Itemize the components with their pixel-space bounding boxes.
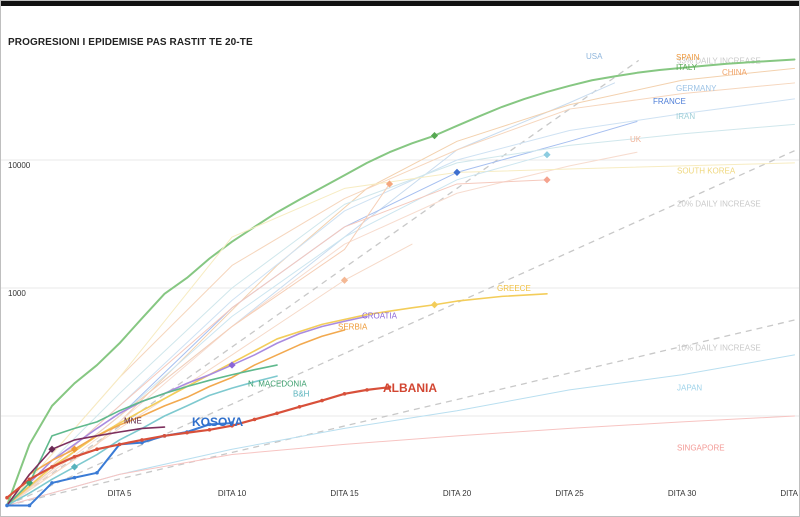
diamond-marker-unlabeled-11-0: [340, 276, 349, 284]
series-point-kosova-1: [27, 503, 32, 508]
series-line-croatia: [6, 315, 368, 507]
series-line-albania: [5, 386, 391, 499]
diamond-marker-n-macedonia-0: [25, 479, 34, 487]
x-tick-label-20: DITA 20: [443, 489, 472, 498]
series-line-iran: [6, 123, 795, 506]
series-point-kosova-10: [230, 421, 234, 425]
diamond-marker-croatia-0: [228, 361, 236, 369]
series-point-kosova-3: [72, 475, 77, 480]
series-point-albania-16: [365, 388, 369, 392]
diamond-marker-france-0: [453, 168, 461, 177]
series-point-albania-10: [230, 423, 234, 428]
series-label-france: FRANCE: [653, 97, 686, 106]
series-line-japan: [6, 354, 795, 506]
reference-line-10-daily-increase: [6, 319, 795, 507]
series-point-albania-17: [387, 385, 392, 389]
series-point-albania-0: [5, 495, 9, 500]
series-line-unlabeled-12: [6, 179, 548, 506]
series-label-japan: JAPAN: [677, 384, 702, 393]
series-point-kosova-4: [95, 470, 99, 475]
series-label-usa: USA: [586, 52, 603, 61]
x-tick-label-35: DITA 35: [780, 489, 800, 498]
series-point-albania-11: [252, 417, 257, 422]
series-line-usa: [6, 82, 615, 506]
series-markers: [5, 132, 551, 508]
series-point-albania-13: [297, 404, 302, 409]
series-line-uk: [6, 151, 638, 506]
series-point-kosova-2: [50, 481, 54, 485]
reference-line-20-daily-increase: [6, 150, 795, 507]
reference-label-20-daily-increase: 20% DAILY INCREASE: [677, 200, 761, 209]
series-label-bandh: B&H: [293, 389, 310, 398]
series-line-mne: [6, 426, 166, 507]
reference-line-33-daily-increase: [6, 59, 640, 506]
y-tick-label-1000: 1000: [8, 289, 26, 298]
series-point-albania-4: [95, 447, 99, 452]
x-tick-label-10: DITA 10: [218, 489, 247, 498]
series-point-albania-7: [162, 434, 167, 438]
x-tick-label-15: DITA 15: [330, 489, 359, 498]
series-point-albania-15: [342, 392, 347, 396]
axis-labels: DITA 5 DITA 10 DITA 15 DITA 20 DITA 25 DITA 3…: [8, 161, 800, 498]
series-point-albania-14: [320, 398, 324, 403]
series-label-greece: GREECE: [497, 284, 531, 293]
x-tick-label-25: DITA 25: [555, 489, 584, 498]
series-label-uk: UK: [630, 135, 642, 144]
x-tick-label-5: DITA 5: [108, 489, 132, 498]
series-line-germany: [6, 98, 795, 506]
series-label-italy: ITALY: [676, 63, 698, 72]
diamond-marker-greece-0: [430, 301, 439, 309]
series-line-china: [6, 82, 795, 506]
series-line-serbia: [6, 329, 346, 507]
series-line-n-macedonia: [6, 364, 278, 507]
series-point-kosova-0: [5, 503, 9, 508]
series-label-albania: ALBANIA: [383, 381, 437, 395]
series-line-singapore: [6, 415, 795, 506]
diamond-marker-unlabeled-12-0: [543, 176, 551, 184]
series-point-albania-2: [50, 465, 54, 469]
top-bar: [0, 0, 800, 6]
series-label-germany: GERMANY: [676, 84, 717, 93]
series-label-croatia: CROATIA: [362, 311, 398, 320]
series-label-spain: SPAIN: [676, 53, 700, 62]
series-label-n-macedonia: N. MACEDONIA: [248, 379, 307, 388]
series-point-albania-6: [140, 438, 144, 442]
series-label-south-korea: SOUTH KOREA: [677, 167, 736, 176]
diamond-marker-unlabeled-10-0: [385, 180, 394, 188]
series-point-albania-3: [72, 455, 77, 459]
series-label-china: CHINA: [722, 68, 748, 77]
series-point-kosova-6: [140, 440, 144, 445]
diamond-marker-serbia-0: [70, 445, 79, 453]
series-label-kosova: KOSOVA: [192, 415, 243, 429]
series-label-serbia: SERBIA: [338, 323, 368, 332]
series-label-mne: MNE: [124, 417, 142, 426]
y-tick-label-10000: 10000: [8, 161, 31, 170]
reference-label-33-daily-increase: 33% DAILY INCREASE: [677, 56, 761, 65]
series-lines: [5, 58, 796, 507]
series-line-italy: [6, 58, 796, 507]
series-point-albania-9: [207, 428, 212, 432]
diamond-marker-mne-0: [48, 445, 56, 453]
chart-title: PROGRESIONI I EPIDEMISE PAS RASTIT TE 20…: [8, 37, 253, 48]
series-point-albania-5: [117, 442, 122, 447]
reference-label-10-daily-increase: 10% DAILY INCREASE: [677, 344, 761, 353]
series-label-iran: IRAN: [676, 112, 695, 121]
series-point-albania-1: [27, 477, 32, 482]
series-point-albania-8: [185, 430, 189, 435]
x-tick-label-30: DITA 30: [668, 489, 697, 498]
series-label-singapore: SINGAPORE: [677, 443, 725, 452]
series-line-south-korea: [6, 162, 795, 506]
diamond-marker-bandh-0: [70, 463, 79, 471]
reference-lines: 33% DAILY INCREASE 20% DAILY INCREASE 10% …: [6, 56, 795, 507]
diamond-marker-italy-0: [430, 132, 439, 140]
series-point-kosova-9: [207, 422, 212, 427]
series-point-albania-12: [275, 411, 279, 416]
diamond-marker-unlabeled-9-0: [543, 151, 551, 159]
